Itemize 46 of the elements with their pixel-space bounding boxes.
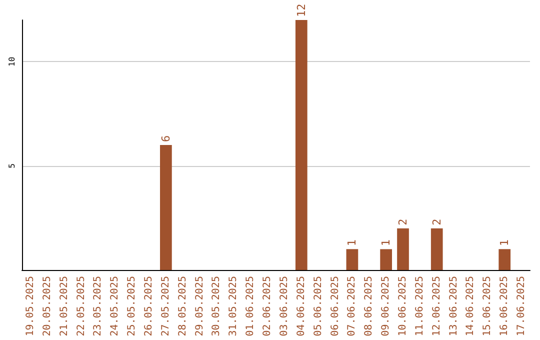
x-tick-label: 04.06.2025 bbox=[296, 276, 307, 336]
x-tick-label: 14.06.2025 bbox=[465, 276, 476, 336]
x-tick-label: 07.06.2025 bbox=[346, 276, 358, 336]
x-tick-label: 08.06.2025 bbox=[364, 276, 375, 336]
data-label: 12 bbox=[294, 4, 308, 17]
x-tick-label: 22.05.2025 bbox=[76, 276, 87, 336]
data-label: 1 bbox=[498, 240, 512, 246]
x-tick-label: 06.06.2025 bbox=[330, 276, 341, 336]
x-tick-label: 29.05.2025 bbox=[194, 276, 206, 336]
bar bbox=[380, 249, 392, 270]
data-label: 2 bbox=[430, 218, 444, 226]
x-tick-label: 05.06.2025 bbox=[312, 276, 324, 336]
data-label: 6 bbox=[159, 135, 172, 142]
bar bbox=[346, 249, 358, 270]
x-tick-label: 30.05.2025 bbox=[211, 276, 222, 336]
x-tick-label: 02.06.2025 bbox=[262, 276, 274, 336]
x-tick-label: 17.06.2025 bbox=[516, 276, 528, 336]
x-tick-label: 23.05.2025 bbox=[92, 276, 104, 336]
x-tick-label: 28.05.2025 bbox=[177, 276, 188, 336]
x-tick-label: 31.05.2025 bbox=[228, 276, 240, 336]
x-tick-label: 01.06.2025 bbox=[245, 276, 256, 336]
x-tick-label: 10.06.2025 bbox=[398, 276, 408, 336]
data-label: 2 bbox=[396, 218, 410, 226]
bar bbox=[160, 145, 172, 270]
x-tick-label: 09.06.2025 bbox=[380, 276, 392, 336]
bar bbox=[430, 228, 443, 270]
x-tick-label: 25.05.2025 bbox=[126, 276, 138, 336]
bar bbox=[397, 228, 409, 270]
x-tick-label: 13.06.2025 bbox=[448, 276, 460, 336]
x-tick-label: 26.05.2025 bbox=[144, 276, 154, 336]
x-tick-label: 27.05.2025 bbox=[160, 276, 172, 336]
x-tick-label: 21.05.2025 bbox=[58, 276, 70, 336]
bar bbox=[498, 249, 511, 270]
x-tick-label: 19.05.2025 bbox=[24, 276, 36, 336]
x-tick-label: 16.06.2025 bbox=[499, 276, 510, 336]
y-tick-label: 5 bbox=[8, 163, 16, 168]
x-tick-label: 11.06.2025 bbox=[414, 276, 426, 336]
x-tick-label: 03.06.2025 bbox=[278, 276, 290, 336]
y-tick-label: 10 bbox=[8, 56, 16, 66]
bar bbox=[295, 20, 308, 270]
x-tick-label: 24.05.2025 bbox=[110, 276, 121, 336]
x-tick-label: 20.05.2025 bbox=[42, 276, 53, 336]
data-label: 1 bbox=[346, 240, 359, 246]
x-tick-label: 12.06.2025 bbox=[431, 276, 442, 336]
x-tick-label: 15.06.2025 bbox=[482, 276, 494, 336]
data-label: 1 bbox=[380, 240, 393, 246]
